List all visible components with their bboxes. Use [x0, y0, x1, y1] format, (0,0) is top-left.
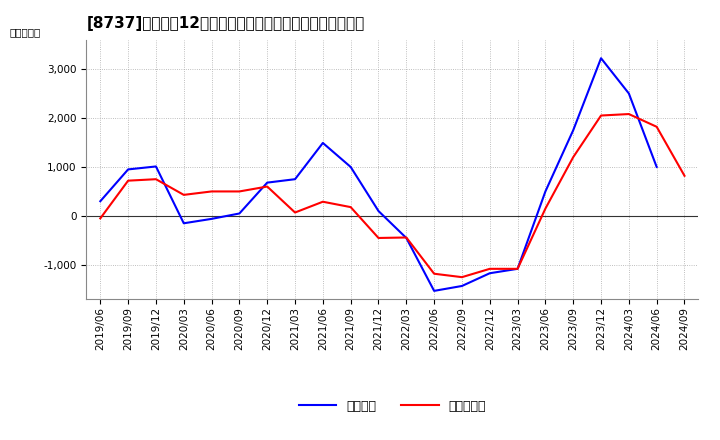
経常利益: [402, 235, 410, 241]
当期純利益: [402, 235, 410, 240]
Text: [8737]　利益だ12か月移動合計の対前年同期増減額の推移: [8737] 利益だ12か月移動合計の対前年同期増減額の推移: [86, 16, 364, 32]
当期純利益: [680, 173, 689, 178]
経常利益: [374, 209, 383, 214]
当期純利益: [485, 266, 494, 271]
経常利益: [652, 164, 661, 169]
当期純利益: [291, 210, 300, 215]
経常利益: [152, 164, 161, 169]
経常利益: [179, 220, 188, 226]
当期純利益: [652, 124, 661, 129]
経常利益: [569, 128, 577, 133]
当期純利益: [624, 111, 633, 117]
経常利益: [513, 266, 522, 271]
当期純利益: [374, 235, 383, 241]
経常利益: [541, 189, 550, 194]
Y-axis label: （百万円）: （百万円）: [9, 27, 41, 37]
当期純利益: [124, 178, 132, 183]
経常利益: [624, 91, 633, 96]
経常利益: [318, 140, 327, 146]
経常利益: [235, 211, 243, 216]
経常利益: [207, 216, 216, 221]
Legend: 経常利益, 当期純利益: 経常利益, 当期純利益: [294, 395, 491, 418]
経常利益: [485, 271, 494, 276]
Line: 経常利益: 経常利益: [100, 58, 657, 291]
当期純利益: [235, 189, 243, 194]
経常利益: [430, 288, 438, 293]
当期純利益: [96, 216, 104, 221]
当期純利益: [263, 184, 271, 189]
経常利益: [597, 55, 606, 61]
経常利益: [458, 283, 467, 289]
当期純利益: [541, 206, 550, 211]
当期純利益: [152, 176, 161, 182]
経常利益: [124, 167, 132, 172]
当期純利益: [569, 154, 577, 160]
経常利益: [291, 176, 300, 182]
当期純利益: [346, 205, 355, 210]
当期純利益: [207, 189, 216, 194]
Line: 当期純利益: 当期純利益: [100, 114, 685, 277]
当期純利益: [179, 192, 188, 198]
経常利益: [263, 180, 271, 185]
当期純利益: [597, 113, 606, 118]
経常利益: [346, 164, 355, 169]
当期純利益: [458, 275, 467, 280]
当期純利益: [430, 271, 438, 276]
当期純利益: [318, 199, 327, 204]
経常利益: [96, 198, 104, 204]
当期純利益: [513, 266, 522, 271]
